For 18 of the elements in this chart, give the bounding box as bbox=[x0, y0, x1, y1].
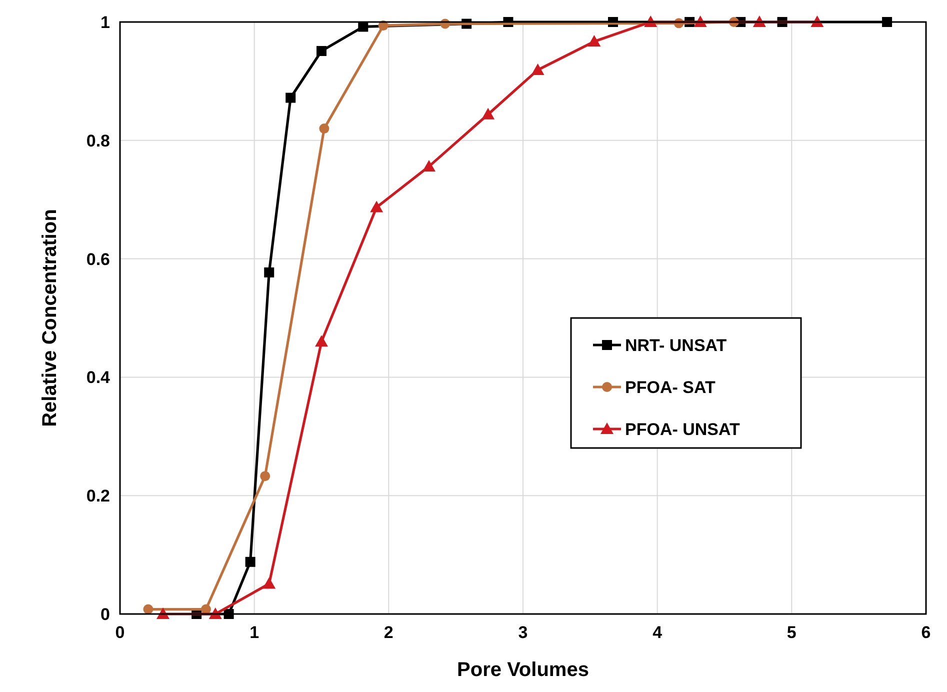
x-axis-title: Pore Volumes bbox=[457, 659, 589, 681]
x-tick-label: 4 bbox=[652, 623, 663, 642]
y-tick-label: 0.4 bbox=[86, 368, 111, 388]
x-tick-label: 6 bbox=[921, 623, 931, 642]
y-tick-label: 0.6 bbox=[86, 250, 110, 269]
x-tick-label: 2 bbox=[384, 623, 394, 642]
y-axis-title: Relative Concentration bbox=[39, 209, 61, 427]
x-tick-label: 0 bbox=[115, 623, 125, 642]
y-tick-label: 1 bbox=[100, 13, 110, 32]
y-tick-label: 0.2 bbox=[86, 486, 110, 506]
legend-label: NRT- UNSAT bbox=[625, 336, 728, 355]
legend-label: PFOA- SAT bbox=[625, 378, 716, 397]
y-tick-label: 0 bbox=[100, 605, 110, 624]
x-tick-label: 5 bbox=[786, 623, 796, 642]
x-tick-label: 3 bbox=[518, 623, 528, 642]
y-tick-label: 0.8 bbox=[86, 131, 110, 150]
legend-label: PFOA- UNSAT bbox=[625, 420, 741, 439]
x-tick-label: 1 bbox=[250, 623, 260, 642]
